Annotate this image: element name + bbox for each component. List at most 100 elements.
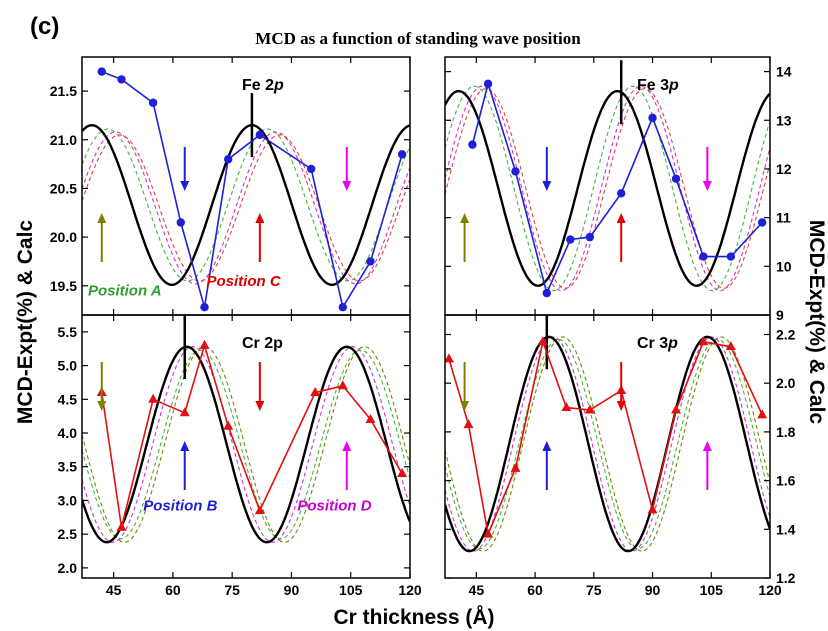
arrow-2 [542, 441, 552, 490]
y-tick-label: 13 [776, 112, 792, 128]
arrow-head [180, 441, 190, 451]
calc-phase-curve-1 [82, 128, 410, 282]
arrow-head [255, 401, 265, 411]
x-tick-label: 120 [398, 582, 422, 598]
expt-point [537, 336, 548, 346]
expt-point [397, 150, 407, 159]
arrow-3 [255, 213, 265, 262]
expt-point [255, 130, 265, 140]
expt-point [200, 303, 209, 312]
y-tick-label: 1.2 [776, 570, 796, 586]
arrow-head [97, 401, 107, 411]
expt-line [471, 80, 763, 296]
y-axis-title-right: MCD-Expt(%) & Calc [805, 220, 828, 424]
expt-point [671, 174, 681, 183]
expt-point [179, 407, 190, 417]
plot-frame [81, 314, 411, 579]
arrow-head [702, 441, 712, 451]
expt-point [254, 505, 265, 515]
expt-point [757, 218, 767, 227]
position-label: Position B [143, 498, 217, 515]
arrow-head [342, 181, 352, 191]
arrow-head [702, 181, 712, 191]
panel-label: Fe 3p [637, 77, 679, 94]
x-tick-label: 90 [645, 582, 661, 598]
plot-area [82, 67, 410, 312]
y-tick-label: 14 [776, 64, 792, 80]
expt-point [584, 404, 595, 414]
y-tick-label: 12 [776, 161, 792, 177]
plot-frame [444, 56, 771, 316]
y-tick-label: 2.0 [776, 375, 796, 391]
calc-phase-curve-1 [82, 349, 410, 540]
panel-2: 9 10 11 12 13 14 Fe 3p [444, 56, 792, 323]
panel-label: Cr 3p [637, 335, 678, 352]
expt-point [365, 414, 376, 424]
expt-point [397, 467, 408, 477]
x-tick-label: 45 [106, 582, 122, 598]
calc-curve [445, 335, 770, 553]
arrow-head [97, 213, 107, 223]
position-label: Position D [297, 498, 371, 515]
x-tick-label: 120 [758, 582, 782, 598]
expt-point [199, 339, 210, 349]
expt-point [483, 79, 493, 88]
x-tick-label: 90 [284, 582, 300, 598]
expt-point [566, 235, 575, 244]
expt-point [671, 404, 682, 414]
expt-point [698, 336, 709, 346]
y-tick-label: 20.0 [50, 229, 77, 245]
arrow-head [460, 401, 470, 411]
x-tick-label: 60 [527, 582, 543, 598]
calc-curve [82, 123, 410, 286]
panel-tag: (c) [30, 13, 59, 40]
arrow-2 [542, 147, 552, 191]
x-tick-label: 75 [224, 582, 240, 598]
x-tick-label: 60 [165, 582, 181, 598]
arrow-4 [702, 441, 712, 490]
calc-curve [82, 345, 410, 544]
y-tick-label: 11 [776, 210, 791, 226]
calc-phase-curve-3 [445, 88, 770, 289]
y-tick-label: 2.0 [58, 560, 78, 576]
y-tick-label: 2.2 [776, 326, 796, 342]
plot-area [445, 315, 770, 553]
x-tick-label: 75 [586, 582, 602, 598]
y-tick-label: 20.5 [50, 180, 77, 196]
arrow-1 [460, 213, 470, 262]
y-tick-label: 1.6 [776, 473, 796, 489]
x-tick-label: 105 [700, 582, 724, 598]
plot-area [82, 315, 410, 544]
arrow-head [460, 213, 470, 223]
arrow-1 [460, 362, 470, 411]
expt-point [511, 167, 520, 176]
expt-point [757, 409, 768, 419]
y-tick-label: 4.0 [58, 425, 78, 441]
y-tick-label: 3.0 [58, 492, 78, 508]
arrow-4 [702, 147, 712, 191]
expt-point [585, 232, 595, 242]
arrow-1 [97, 362, 107, 411]
y-tick-label: 1.4 [776, 521, 796, 537]
expt-point [468, 140, 477, 149]
expt-point [445, 353, 454, 363]
arrow-head [616, 213, 626, 223]
arrow-1 [97, 213, 107, 262]
expt-point [224, 155, 233, 164]
expt-point [726, 252, 736, 261]
plot-area [445, 60, 770, 298]
arrow-4 [342, 147, 352, 191]
plot-frame [444, 314, 771, 579]
y-tick-label: 10 [776, 258, 792, 274]
calc-phase-curve-2 [445, 336, 770, 552]
expt-point [338, 303, 348, 312]
arrow-2 [180, 147, 190, 191]
expt-point [310, 387, 321, 397]
arrow-head [542, 181, 552, 191]
arrow-head [180, 181, 190, 191]
arrow-4 [342, 441, 352, 490]
chart-title: MCD as a function of standing wave posit… [255, 29, 581, 48]
calc-phase-curve-2 [82, 346, 410, 543]
y-tick-label: 19.5 [50, 278, 77, 294]
